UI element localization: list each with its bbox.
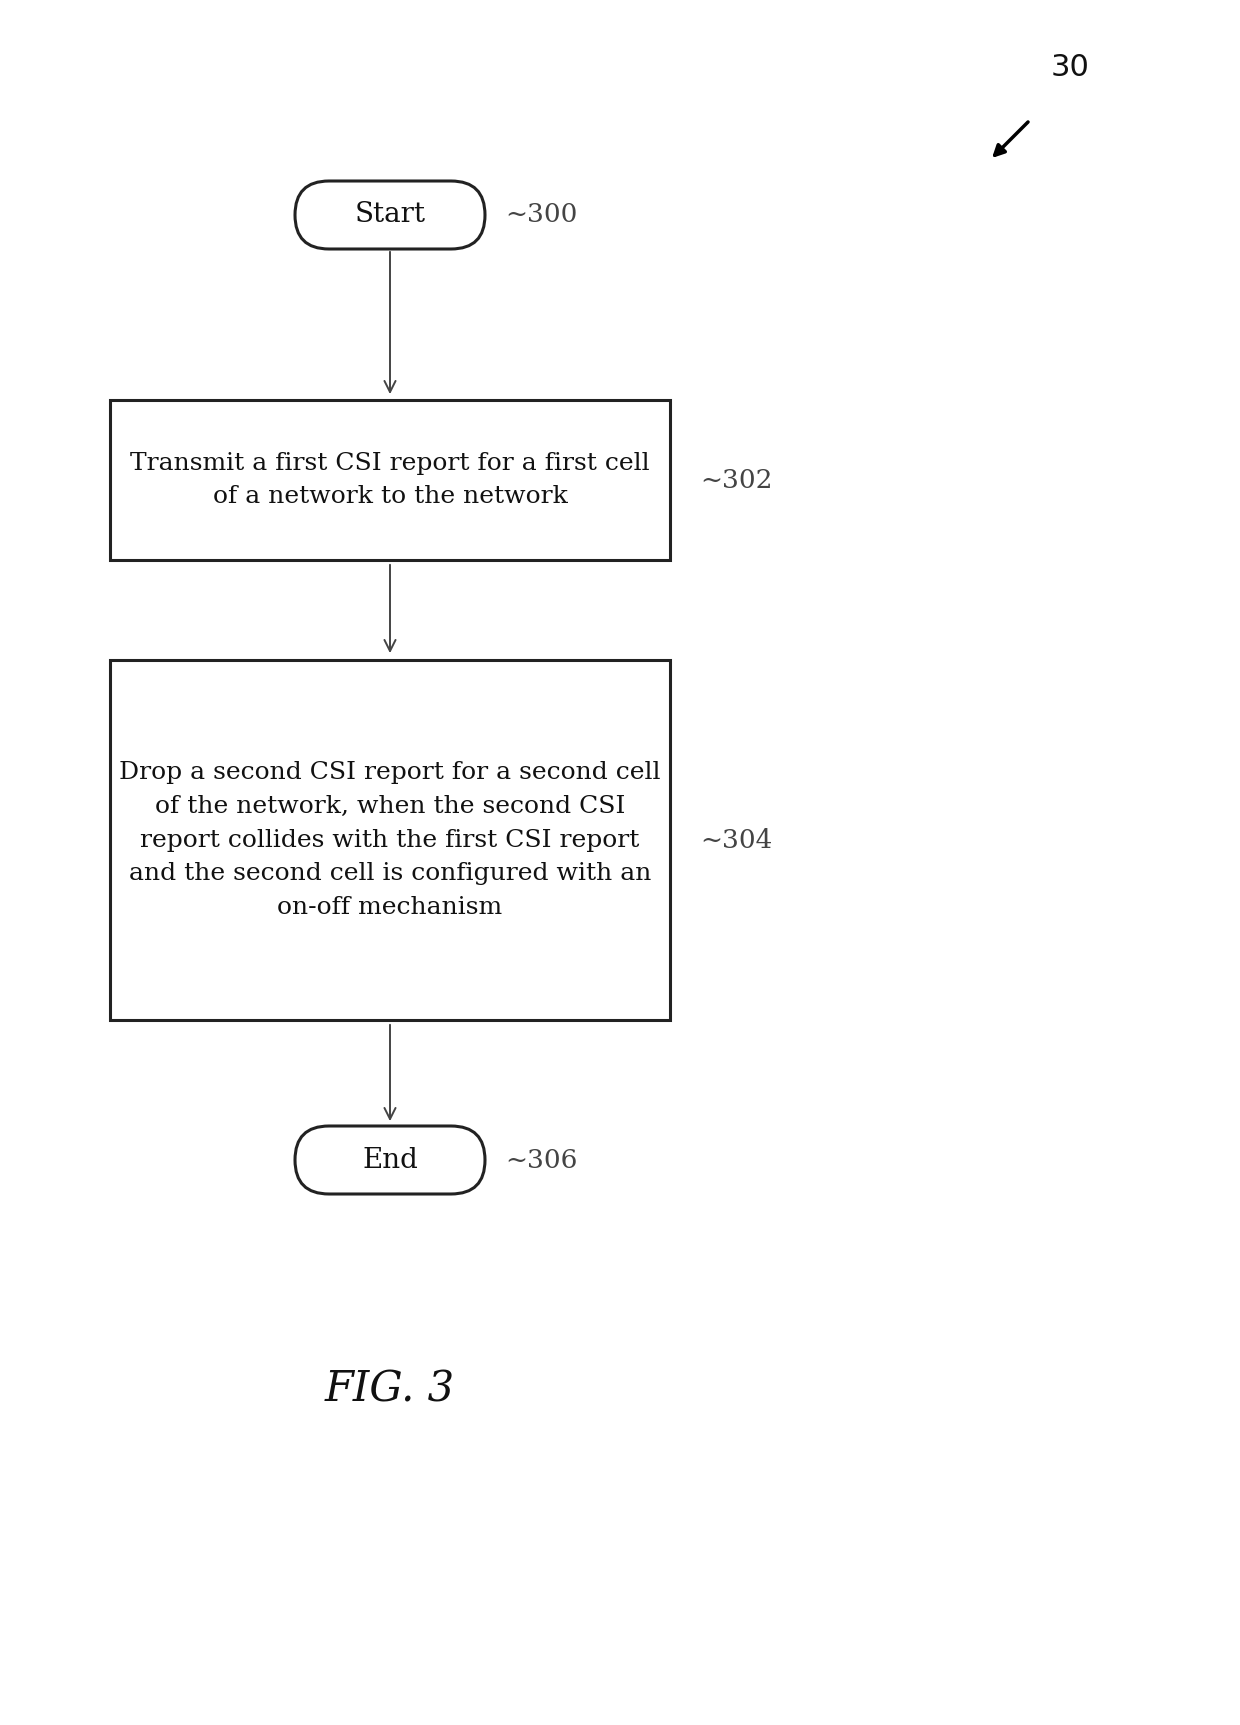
Bar bbox=[110, 400, 670, 561]
FancyBboxPatch shape bbox=[295, 181, 485, 248]
Text: ~304: ~304 bbox=[701, 828, 773, 852]
Text: ~302: ~302 bbox=[701, 467, 773, 493]
Text: End: End bbox=[362, 1147, 418, 1173]
Text: FIG. 3: FIG. 3 bbox=[325, 1370, 455, 1411]
Text: Drop a second CSI report for a second cell
of the network, when the second CSI
r: Drop a second CSI report for a second ce… bbox=[119, 761, 661, 919]
Bar bbox=[110, 661, 670, 1019]
Text: ~300: ~300 bbox=[505, 202, 578, 228]
Text: Start: Start bbox=[355, 202, 425, 228]
Text: Transmit a first CSI report for a first cell
of a network to the network: Transmit a first CSI report for a first … bbox=[130, 452, 650, 509]
Text: 30: 30 bbox=[1050, 53, 1090, 83]
Text: ~306: ~306 bbox=[505, 1147, 578, 1173]
FancyBboxPatch shape bbox=[295, 1126, 485, 1194]
